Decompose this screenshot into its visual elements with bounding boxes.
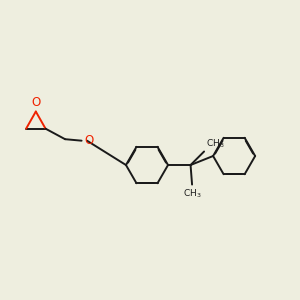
Text: CH$_3$: CH$_3$ bbox=[206, 137, 225, 150]
Text: O: O bbox=[31, 96, 40, 109]
Text: CH$_3$: CH$_3$ bbox=[183, 188, 201, 200]
Text: O: O bbox=[84, 134, 93, 147]
